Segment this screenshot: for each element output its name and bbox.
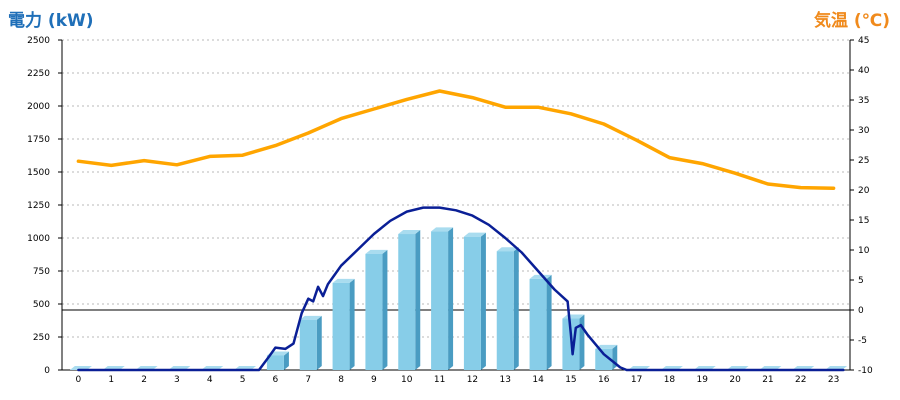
power-bar-front	[299, 319, 317, 370]
power-bar-side	[415, 230, 421, 370]
power-bar	[365, 249, 388, 370]
x-tick-label: 4	[207, 375, 213, 385]
left-tick-label: 250	[33, 333, 50, 343]
power-bar	[595, 344, 618, 370]
x-tick-label: 9	[371, 375, 377, 385]
right-tick-label: -5	[858, 336, 867, 346]
power-bar-side	[579, 314, 585, 370]
right-tick-label: 40	[858, 66, 870, 76]
x-tick-label: 13	[500, 375, 511, 385]
power-bar	[398, 230, 421, 370]
line-layer	[76, 89, 845, 372]
x-tick-label: 11	[434, 375, 445, 385]
right-tick-label: 30	[858, 126, 870, 136]
left-tick-label: 2500	[27, 36, 50, 46]
x-tick-label: 5	[240, 375, 246, 385]
right-tick-label: 45	[858, 36, 869, 46]
left-tick-label: 2250	[27, 69, 50, 79]
power-bar-top	[595, 344, 618, 349]
x-tick-label: 6	[273, 375, 279, 385]
x-tick-label: 17	[631, 375, 642, 385]
left-axis-title: 電力 (kW)	[8, 11, 94, 31]
left-tick-label: 750	[33, 267, 50, 277]
power-bar-top	[365, 249, 388, 254]
grid-layer	[62, 39, 850, 338]
power-bar-top	[463, 232, 486, 237]
right-axis-title: 気温 (℃)	[813, 11, 890, 31]
right-tick-label: 20	[858, 186, 870, 196]
power-bar-side	[382, 249, 388, 370]
left-tick-label: 1000	[27, 234, 50, 244]
right-tick-label: 5	[858, 276, 864, 286]
right-tick-label: 35	[858, 96, 869, 106]
x-tick-label: 16	[598, 375, 610, 385]
x-tick-label: 12	[467, 375, 478, 385]
power-bar-top	[431, 227, 454, 232]
power-bar-front	[595, 348, 613, 370]
x-tick-label: 22	[795, 375, 806, 385]
right-tick-label: 10	[858, 246, 870, 256]
label-layer: 02505007501000125015001750200022502500-1…	[27, 36, 873, 385]
temperature-line	[76, 89, 836, 190]
x-tick-label: 1	[108, 375, 114, 385]
power-bar-front	[431, 231, 449, 370]
power-bar-top	[332, 278, 355, 283]
power-bar	[496, 247, 519, 370]
x-tick-label: 8	[338, 375, 344, 385]
power-bar-side	[546, 274, 552, 370]
left-tick-label: 1500	[27, 168, 50, 178]
power-bar	[529, 274, 552, 370]
power-bar-front	[463, 236, 481, 370]
power-bar-side	[513, 247, 519, 370]
x-tick-label: 19	[697, 375, 709, 385]
power-bar	[332, 278, 355, 370]
power-bar	[266, 351, 289, 370]
power-bar-front	[529, 278, 547, 370]
x-tick-label: 20	[729, 375, 741, 385]
power-bar-top	[496, 247, 519, 252]
x-tick-label: 21	[762, 375, 773, 385]
power-bar-front	[398, 234, 416, 370]
x-tick-label: 3	[174, 375, 180, 385]
power-bar-front	[496, 251, 514, 370]
power-bar	[299, 315, 322, 370]
power-bar-side	[448, 227, 454, 370]
power-bar-top	[299, 315, 322, 320]
x-tick-label: 15	[565, 375, 576, 385]
power-line	[77, 206, 845, 372]
x-tick-label: 10	[401, 375, 413, 385]
power-bar	[431, 227, 454, 370]
power-bar-front	[266, 355, 284, 370]
power-bar-side	[480, 232, 486, 370]
x-tick-label: 2	[141, 375, 147, 385]
x-tick-label: 0	[76, 375, 82, 385]
left-tick-label: 0	[44, 366, 50, 376]
left-tick-label: 500	[33, 300, 50, 310]
left-tick-label: 1750	[27, 135, 50, 145]
right-tick-label: -10	[858, 366, 873, 376]
power-bar-top	[529, 274, 552, 279]
power-bar-side	[349, 278, 355, 370]
bar-layer	[69, 227, 848, 370]
power-bar-side	[283, 351, 289, 370]
power-bar-side	[316, 315, 322, 370]
power-bar-front	[332, 282, 350, 370]
power-bar	[463, 232, 486, 370]
right-tick-label: 15	[858, 216, 869, 226]
power-bar-front	[365, 253, 383, 370]
x-tick-label: 23	[828, 375, 839, 385]
left-tick-label: 1250	[27, 201, 50, 211]
power-bar-top	[398, 230, 421, 235]
x-tick-label: 7	[305, 375, 311, 385]
power-bar-side	[612, 344, 618, 370]
right-tick-label: 25	[858, 156, 869, 166]
left-tick-label: 2000	[27, 102, 50, 112]
right-tick-label: 0	[858, 306, 864, 316]
x-tick-label: 14	[532, 375, 544, 385]
x-tick-label: 18	[664, 375, 676, 385]
